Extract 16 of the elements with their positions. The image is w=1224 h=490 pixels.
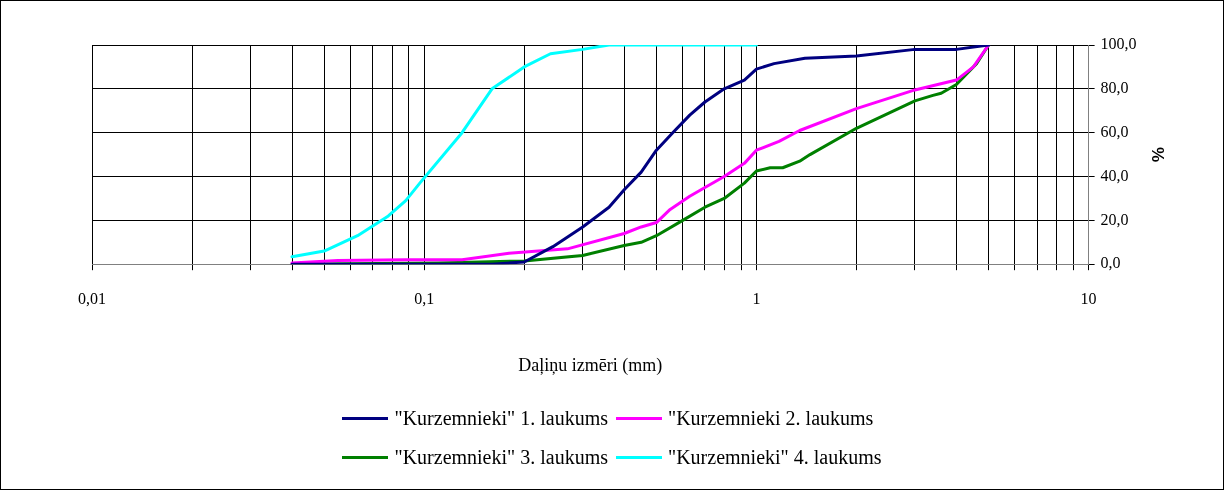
y-tick-label: 40,0 xyxy=(1100,166,1129,184)
legend-label: "Kurzemnieki" 3. laukums xyxy=(394,446,608,469)
y-tick-label: 100,0 xyxy=(1100,35,1137,53)
x-tick-label: 1 xyxy=(752,290,761,307)
x-tick-label: 0,1 xyxy=(414,290,435,307)
y-tick-label: 0,0 xyxy=(1100,254,1121,272)
x-tick-label: 10 xyxy=(1080,290,1097,307)
y-axis-title: % xyxy=(1148,147,1168,163)
legend-label: "Kurzemnieki" 4. laukums xyxy=(668,446,882,469)
y-tick-label: 80,0 xyxy=(1100,79,1129,97)
legend-label: "Kurzemnieki 2. laukums xyxy=(668,407,874,430)
legend-label: "Kurzemnieki" 1. laukums xyxy=(394,407,608,430)
y-tick-label: 60,0 xyxy=(1100,122,1129,140)
x-axis-title: Daļiņu izmēri (mm) xyxy=(518,354,663,376)
y-tick-label: 20,0 xyxy=(1100,210,1129,228)
x-tick-label: 0,01 xyxy=(78,290,106,307)
